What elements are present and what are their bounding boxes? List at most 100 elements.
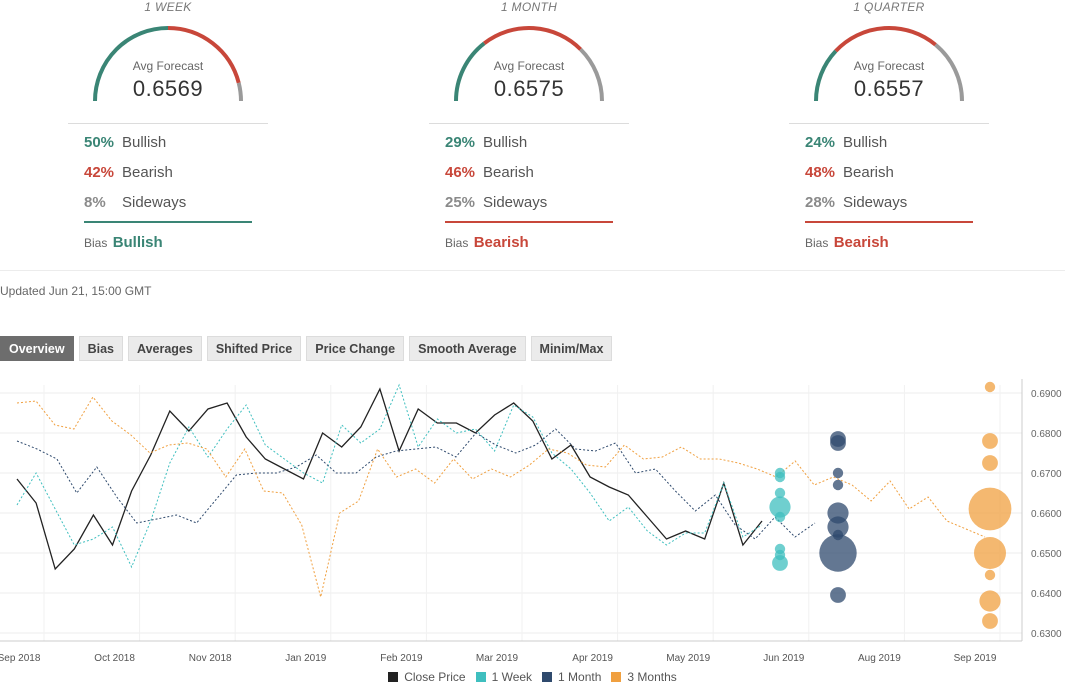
legend-swatch bbox=[542, 672, 553, 682]
forecast-bubble[interactable] bbox=[832, 467, 844, 479]
legend-1-week[interactable]: 1 Week bbox=[475, 670, 532, 684]
x-tick-label: Mar 2019 bbox=[476, 653, 519, 664]
bullish-label: Bullish bbox=[843, 134, 888, 151]
gauge-sideways-segment bbox=[236, 82, 243, 102]
bullish-pct: 50% bbox=[84, 134, 115, 151]
series-line-1-week bbox=[16, 383, 763, 569]
bearish-label: Bearish bbox=[483, 164, 534, 181]
forecast-bubble[interactable] bbox=[769, 496, 791, 518]
avg-forecast-label: Avg Forecast bbox=[493, 59, 565, 73]
tab-minim-max[interactable]: Minim/Max bbox=[530, 336, 613, 361]
forecast-bubble[interactable] bbox=[819, 534, 857, 572]
x-tick-label: Feb 2019 bbox=[380, 653, 423, 664]
x-tick-label: Aug 2019 bbox=[858, 653, 901, 664]
gauge-1-week: 1 WEEK Avg Forecast 0.6569 50% Bullish 42… bbox=[68, 0, 268, 265]
gauge-divider bbox=[68, 123, 268, 124]
gauge-period: 1 QUARTER bbox=[853, 0, 925, 14]
bearish-label: Bearish bbox=[843, 164, 894, 181]
bullish-row: 24% Bullish bbox=[805, 134, 887, 151]
tab-overview[interactable]: Overview bbox=[0, 336, 74, 361]
gauge-bearish-segment bbox=[834, 26, 937, 53]
gauge-1-quarter: 1 QUARTER Avg Forecast 0.6557 24% Bullish… bbox=[789, 0, 989, 265]
section-divider bbox=[0, 270, 1065, 271]
bearish-label: Bearish bbox=[122, 164, 173, 181]
updated-timestamp: Updated Jun 21, 15:00 GMT bbox=[0, 284, 152, 298]
tab-averages[interactable]: Averages bbox=[128, 336, 202, 361]
tab-shifted-price[interactable]: Shifted Price bbox=[206, 336, 302, 361]
x-tick-label: Jun 2019 bbox=[763, 653, 805, 664]
bias-value: Bearish bbox=[833, 234, 889, 251]
bias-label: Bias bbox=[84, 236, 108, 250]
bias: Bias Bearish bbox=[445, 234, 529, 251]
sideways-row: 8% Sideways bbox=[84, 194, 186, 211]
forecast-bubble[interactable] bbox=[774, 471, 786, 483]
y-tick-label: 0.6300 bbox=[1031, 629, 1062, 640]
bearish-pct: 48% bbox=[805, 164, 836, 181]
forecast-bubble[interactable] bbox=[830, 435, 846, 451]
bias-label: Bias bbox=[445, 236, 469, 250]
legend-1-month[interactable]: 1 Month bbox=[542, 670, 601, 684]
x-tick-label: Nov 2018 bbox=[189, 653, 232, 664]
bullish-row: 29% Bullish bbox=[445, 134, 527, 151]
sideways-label: Sideways bbox=[483, 194, 548, 211]
gauge-arc bbox=[454, 26, 604, 102]
gauge-bullish-segment bbox=[814, 49, 838, 102]
x-tick-label: Sep 2018 bbox=[0, 653, 41, 664]
bearish-row: 48% Bearish bbox=[805, 164, 894, 181]
sideways-row: 25% Sideways bbox=[445, 194, 547, 211]
legend-label: 1 Month bbox=[558, 670, 602, 684]
tab-smooth-average[interactable]: Smooth Average bbox=[409, 336, 526, 361]
avg-forecast-label: Avg Forecast bbox=[853, 59, 925, 73]
forecast-bubble[interactable] bbox=[984, 381, 996, 393]
forecast-bubble[interactable] bbox=[774, 487, 786, 499]
forecast-bubble[interactable] bbox=[774, 511, 786, 523]
gauge-bearish-segment bbox=[483, 26, 583, 51]
legend-3-months[interactable]: 3 Months bbox=[611, 670, 677, 684]
bias-underline bbox=[805, 221, 973, 223]
bias-underline bbox=[84, 221, 252, 223]
gauge-period: 1 MONTH bbox=[500, 0, 558, 14]
forecast-bubble[interactable] bbox=[979, 590, 1001, 612]
gauge-divider bbox=[429, 123, 629, 124]
forecast-bubble[interactable] bbox=[830, 587, 846, 603]
x-tick-label: Jan 2019 bbox=[285, 653, 327, 664]
forecast-bubble[interactable] bbox=[974, 537, 1006, 569]
gauge-arc bbox=[93, 26, 243, 102]
sideways-row: 28% Sideways bbox=[805, 194, 907, 211]
forecast-bubble[interactable] bbox=[772, 555, 788, 571]
bearish-pct: 46% bbox=[445, 164, 476, 181]
y-tick-label: 0.6400 bbox=[1031, 589, 1062, 600]
tab-price-change[interactable]: Price Change bbox=[306, 336, 405, 361]
forecast-bubble[interactable] bbox=[982, 433, 998, 449]
legend-swatch bbox=[611, 672, 622, 682]
x-tick-label: Oct 2018 bbox=[94, 653, 135, 664]
series-line-close-price bbox=[16, 387, 763, 571]
y-tick-label: 0.6600 bbox=[1031, 509, 1062, 520]
bias: Bias Bullish bbox=[84, 234, 163, 251]
y-tick-label: 0.6900 bbox=[1031, 389, 1062, 400]
tab-bias[interactable]: Bias bbox=[78, 336, 123, 361]
bias-underline bbox=[445, 221, 613, 223]
bullish-label: Bullish bbox=[483, 134, 528, 151]
bias-value: Bearish bbox=[473, 234, 529, 251]
forecast-bubble[interactable] bbox=[982, 455, 998, 471]
gauge-divider bbox=[789, 123, 989, 124]
legend-swatch bbox=[475, 672, 486, 682]
y-tick-label: 0.6500 bbox=[1031, 549, 1062, 560]
forecast-bubble[interactable] bbox=[827, 516, 849, 538]
chart-grid bbox=[0, 385, 1022, 641]
forecast-bubble[interactable] bbox=[832, 479, 844, 491]
sideways-label: Sideways bbox=[122, 194, 187, 211]
forecast-bubble[interactable] bbox=[968, 487, 1012, 531]
legend-close-price[interactable]: Close Price bbox=[388, 670, 466, 684]
forecast-bubble[interactable] bbox=[984, 569, 996, 581]
bias-value: Bullish bbox=[112, 234, 163, 251]
gauge-bullish-segment bbox=[93, 26, 169, 102]
bearish-row: 42% Bearish bbox=[84, 164, 173, 181]
gauge-sideways-segment bbox=[579, 47, 604, 102]
forecast-bubble[interactable] bbox=[982, 613, 998, 629]
avg-forecast-value: 0.6557 bbox=[853, 76, 925, 101]
x-tick-label: Apr 2019 bbox=[572, 653, 613, 664]
gauge-period: 1 WEEK bbox=[144, 0, 192, 14]
forecast-chart: 0.6900 0.6800 0.6700 0.6600 0.6500 0.6400 0.63… bbox=[0, 379, 1062, 664]
